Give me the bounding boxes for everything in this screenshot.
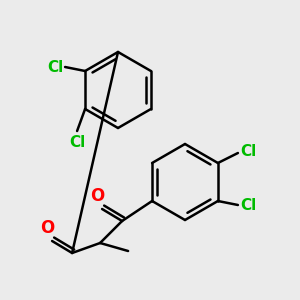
Text: Cl: Cl	[69, 135, 85, 150]
Text: Cl: Cl	[47, 59, 63, 74]
Text: Cl: Cl	[240, 197, 256, 212]
Text: Cl: Cl	[240, 145, 256, 160]
Text: O: O	[40, 219, 54, 237]
Text: O: O	[90, 187, 104, 205]
